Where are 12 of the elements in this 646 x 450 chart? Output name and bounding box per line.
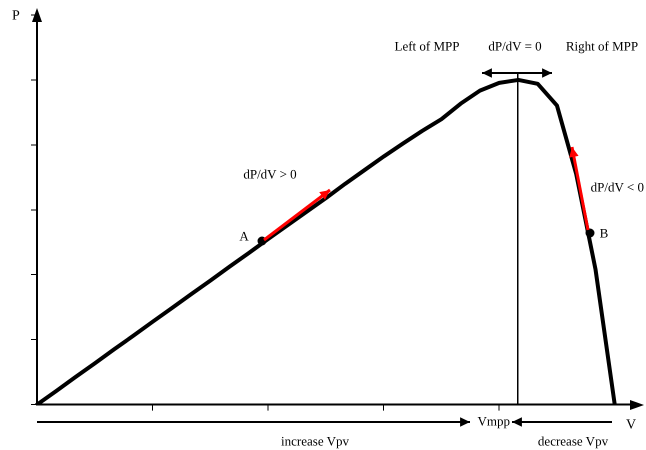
x-axis-title: V (626, 417, 636, 432)
text: Right of MPP (566, 38, 638, 54)
annotation: dP/dV > 0 (243, 166, 297, 182)
annotation: dP/dV < 0 (590, 179, 644, 194)
y-axis-title: P (12, 8, 20, 24)
text: decrease Vpv (538, 433, 609, 448)
annotation: A (239, 228, 250, 244)
text: Left of MPP (394, 38, 460, 54)
text: increase Vpv (281, 433, 350, 448)
text: Vmpp (478, 413, 510, 428)
text: dP/dV = 0 (488, 38, 542, 54)
annotation: B (600, 225, 609, 240)
